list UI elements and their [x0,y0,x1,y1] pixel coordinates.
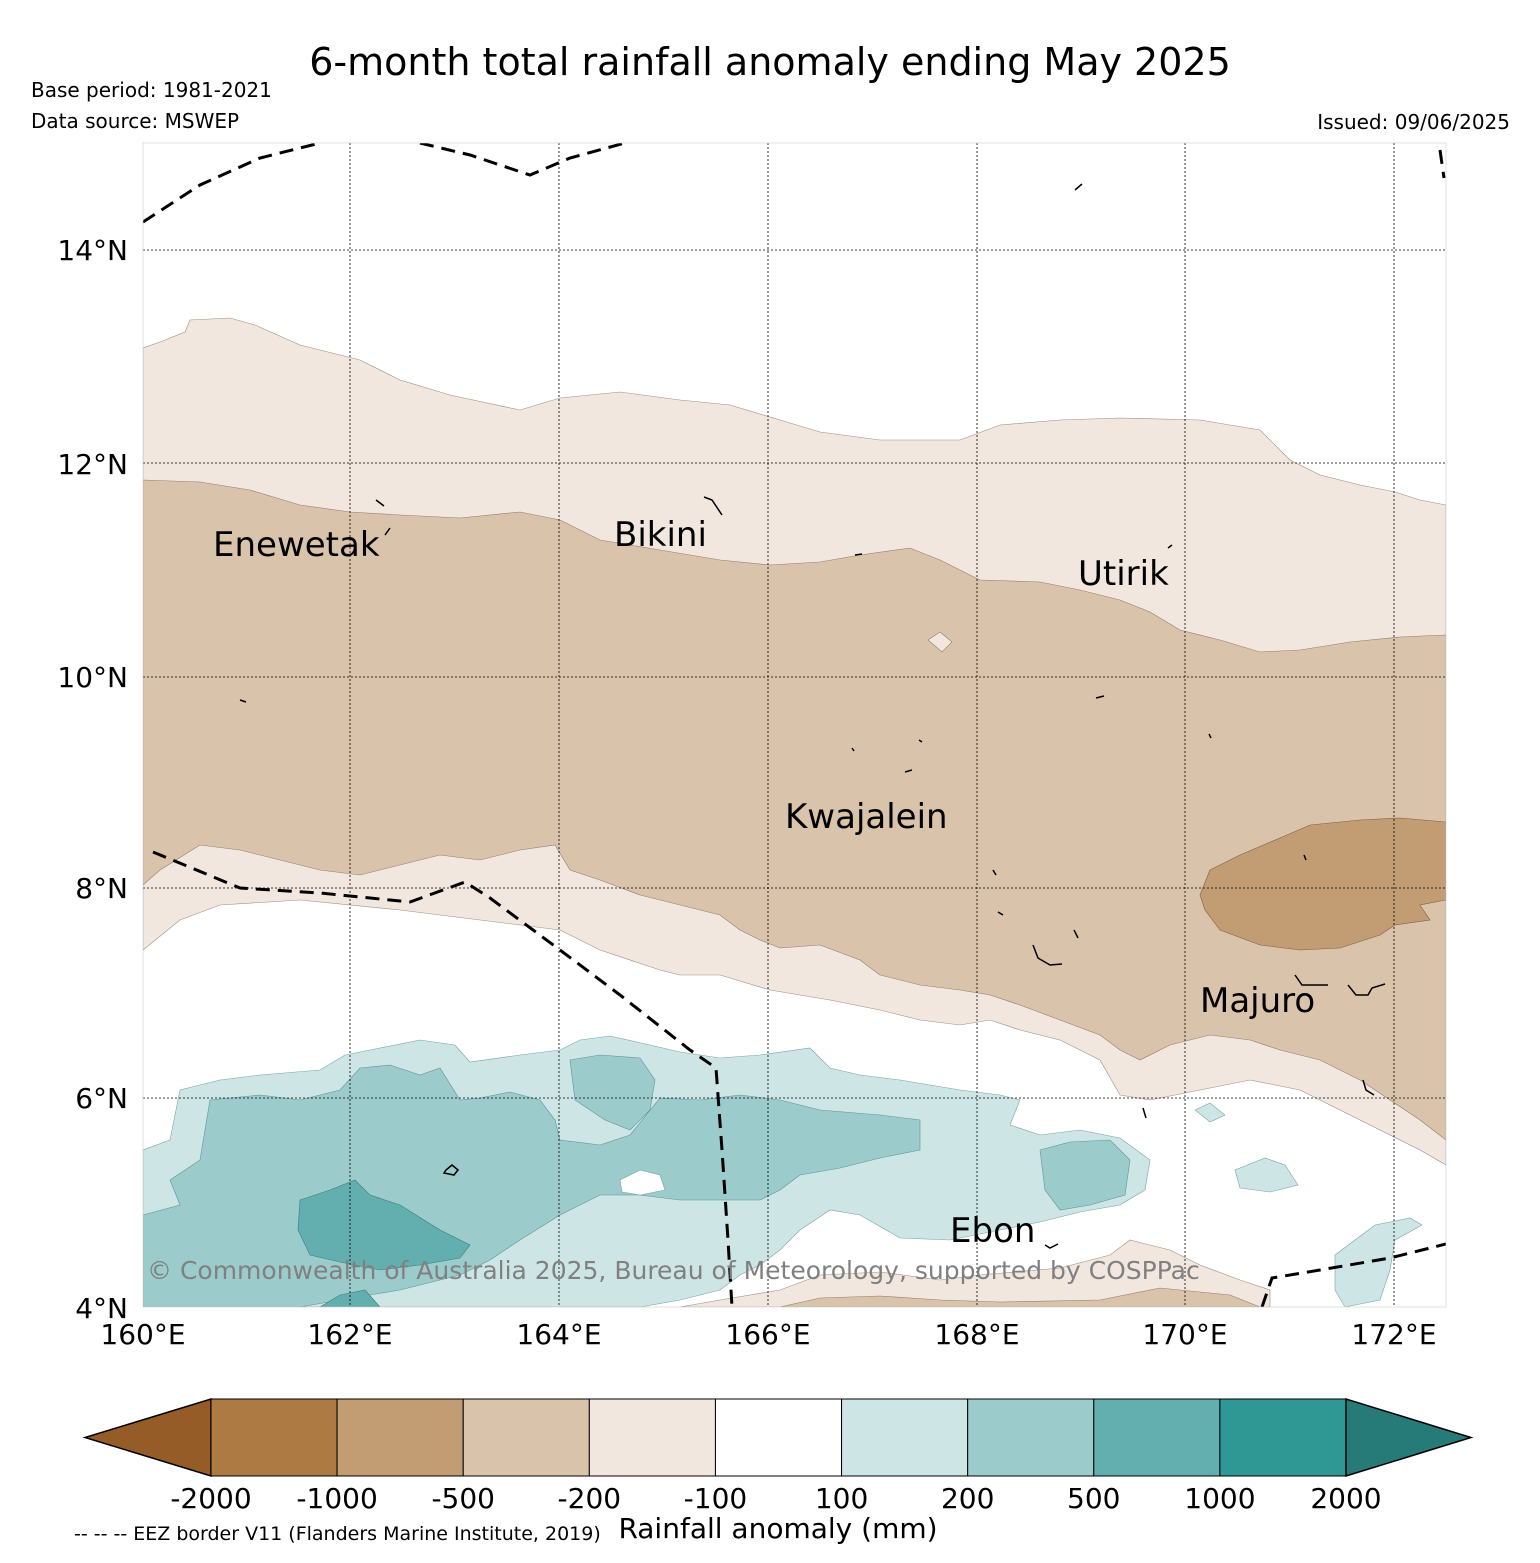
map-area [143,143,1446,1307]
colorbar-swatch [462,1398,590,1477]
place-label-enewetak: Enewetak [213,525,380,565]
anomaly-band-mid-brown [143,479,1446,1141]
colorbar-swatch [841,1398,969,1477]
place-label-majuro: Majuro [1200,981,1315,1021]
copyright-text: © Commonwealth of Australia 2025, Bureau… [147,1256,1200,1285]
place-label-kwajalein: Kwajalein [785,797,948,837]
lon-label-166e: 166°E [725,1318,810,1351]
colorbar-tick-label: 1000 [1184,1482,1255,1515]
colorbar-tick-label: -1000 [296,1482,377,1515]
lon-label-172e: 172°E [1351,1318,1436,1351]
colorbar-tick-label: 500 [1067,1482,1120,1515]
lat-label-6n: 6°N [75,1082,128,1115]
colorbar-label: Rainfall anomaly (mm) [618,1512,938,1545]
lat-label-12n: 12°N [57,448,128,481]
atoll-outlines [239,183,1386,1249]
place-labels: Enewetak Bikini Utirik Kwajalein Majuro … [213,515,1315,1251]
chart-title: 6-month total rainfall anomaly ending Ma… [309,40,1231,84]
lon-label-160e: 160°E [100,1318,185,1351]
colorbar-tick-label: -500 [431,1482,495,1515]
lat-label-14n: 14°N [57,234,128,267]
colorbar-tick-label: 2000 [1310,1482,1381,1515]
colorbar-swatch [588,1398,716,1477]
colorbar-extension-low [82,1397,212,1478]
colorbar-swatch [1093,1398,1221,1477]
anomaly-band-dark-brown [1199,817,1446,951]
colorbar-swatch [714,1398,843,1477]
lon-label-162e: 162°E [307,1318,392,1351]
colorbar-tick-label: 200 [941,1482,994,1515]
colorbar-swatch [967,1398,1095,1477]
colorbar-tick-label: -2000 [170,1482,251,1515]
place-label-utirik: Utirik [1078,554,1169,594]
place-label-ebon: Ebon [950,1211,1035,1251]
lat-label-10n: 10°N [57,661,128,694]
issued-date-text: Issued: 09/06/2025 [1317,110,1510,134]
colorbar-tick-label: -100 [684,1482,748,1515]
colorbar-swatch [336,1398,464,1477]
place-label-bikini: Bikini [614,515,707,555]
eez-border-note: -- -- -- EEZ border V11 (Flanders Marine… [74,1523,601,1545]
colorbar-tick-label: -200 [558,1482,622,1515]
colorbar-tick-label: 100 [815,1482,868,1515]
colorbar-swatch [210,1398,338,1477]
graticule [143,143,1446,1307]
anomaly-band-dark-teal [297,1179,471,1271]
lon-label-164e: 164°E [516,1318,601,1351]
lat-label-8n: 8°N [75,872,128,905]
lon-label-170e: 170°E [1142,1318,1227,1351]
lon-label-168e: 168°E [934,1318,1019,1351]
eez-border-lines [143,143,1446,1307]
lat-label-4n: 4°N [75,1292,128,1325]
base-period-text: Base period: 1981-2021 [31,78,272,102]
colorbar [82,1397,1474,1478]
colorbar-extension-high [1345,1397,1474,1478]
data-source-text: Data source: MSWEP [31,109,240,133]
colorbar-swatch [1219,1398,1347,1477]
